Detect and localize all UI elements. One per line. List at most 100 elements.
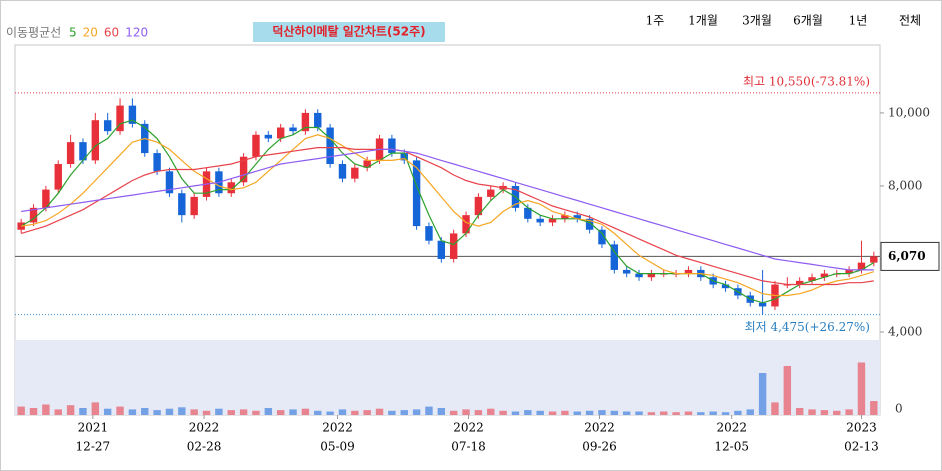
candle-body <box>227 182 235 194</box>
chart-title: 덕산하이메탈 일간차트(52주) <box>272 24 425 39</box>
volume-bar <box>91 402 100 415</box>
candle-body <box>165 171 174 194</box>
candle-body <box>684 269 693 274</box>
period-button[interactable]: 1주 <box>646 14 665 28</box>
volume-bar <box>524 410 532 415</box>
x-tick-label: 09-26 <box>582 440 617 454</box>
volume-bar <box>190 409 198 415</box>
volume-bar <box>363 410 371 415</box>
candle-body <box>425 226 433 241</box>
candle-body <box>17 222 25 230</box>
volume-bar <box>462 409 470 415</box>
y-tick-label: 10,000 <box>888 105 930 119</box>
volume-bar <box>585 410 594 415</box>
volume-bar <box>264 408 273 415</box>
candle-body <box>91 120 100 161</box>
last-box <box>880 241 940 271</box>
candle-body <box>66 142 75 165</box>
candle-body <box>437 240 446 259</box>
volume-bar <box>178 407 186 415</box>
period-button[interactable]: 1개월 <box>688 14 718 28</box>
x-tick-year: 2022 <box>189 421 220 435</box>
volume-bar <box>449 410 458 415</box>
low-label: 최저 4,475(+26.27%) <box>745 320 870 334</box>
volume-bar <box>29 408 38 415</box>
period-button[interactable]: 전체 <box>899 14 921 28</box>
volume-bar <box>647 412 656 415</box>
candle-body <box>239 156 248 183</box>
volume-bar <box>314 410 322 415</box>
candle-body <box>524 207 532 219</box>
volume-bar <box>499 410 507 415</box>
x-tick-year: 2022 <box>453 421 484 435</box>
period-button[interactable]: 6개월 <box>793 14 823 28</box>
candle-body <box>610 244 619 270</box>
legend-label: 이동평균선 <box>6 26 61 40</box>
candle-body <box>326 127 334 165</box>
x-tick-label: 02-13 <box>844 440 879 454</box>
last-label: 6,070 <box>888 249 926 263</box>
candle-body <box>474 196 483 216</box>
volume-bar <box>610 410 619 415</box>
volume-bar <box>684 411 693 415</box>
volume-bar <box>598 410 606 415</box>
volume-bar <box>338 409 347 415</box>
volume-bar <box>66 405 75 415</box>
candle-body <box>42 189 50 208</box>
volume-bar <box>141 408 149 415</box>
x-tick-label: 12-27 <box>76 440 111 454</box>
volume-bar <box>227 410 235 415</box>
volume-bar <box>771 402 779 415</box>
volume-bar <box>412 409 421 415</box>
ma-line <box>21 147 874 286</box>
volume-bar <box>42 404 50 415</box>
candle-body <box>178 193 186 216</box>
period-button[interactable]: 3개월 <box>742 14 772 28</box>
ma-line <box>21 148 874 271</box>
x-tick-year: 2022 <box>716 421 747 435</box>
candle-body <box>845 269 853 274</box>
candle-body <box>795 280 804 285</box>
volume-bar <box>635 411 643 415</box>
x-tick-year: 2021 <box>78 421 109 435</box>
volume-bar <box>734 410 742 415</box>
candle-body <box>622 269 631 274</box>
volume-bar <box>79 408 87 415</box>
candle-body <box>598 229 606 245</box>
volume-bar <box>721 412 730 415</box>
volume-bar <box>400 410 408 415</box>
candle-body <box>29 207 38 223</box>
volume-bar <box>833 410 841 415</box>
volume-bar <box>252 410 260 415</box>
volume-bar <box>709 411 717 415</box>
candle-body <box>857 262 866 270</box>
volume-bar <box>474 410 483 415</box>
x-tick-label: 12-05 <box>714 440 749 454</box>
candle-body <box>276 127 285 139</box>
x-tick-label: 02-28 <box>187 440 222 454</box>
legend-entry: 120 <box>125 26 148 40</box>
candle-body <box>820 273 829 278</box>
candle-body <box>351 167 359 179</box>
candle-body <box>301 112 310 132</box>
volume-bar <box>697 412 705 415</box>
candle-body <box>264 134 273 139</box>
y-tick-label: 8,000 <box>888 178 922 192</box>
volume-bar <box>487 408 495 415</box>
candle-body <box>573 215 581 219</box>
volume-bar <box>276 410 285 415</box>
volume-bar <box>758 373 767 415</box>
period-button[interactable]: 1년 <box>849 14 868 28</box>
volume-bar <box>351 410 359 415</box>
volume-bar <box>672 412 680 415</box>
candle-body <box>79 142 87 161</box>
candle-body <box>153 153 161 172</box>
candle-body <box>536 218 544 223</box>
candle-body <box>252 134 260 157</box>
candle-body <box>412 160 421 227</box>
y-tick-label: 4,000 <box>888 324 922 338</box>
volume-pane <box>15 340 880 415</box>
candle-body <box>400 153 408 161</box>
volume-tick-label: 0 <box>895 402 903 416</box>
